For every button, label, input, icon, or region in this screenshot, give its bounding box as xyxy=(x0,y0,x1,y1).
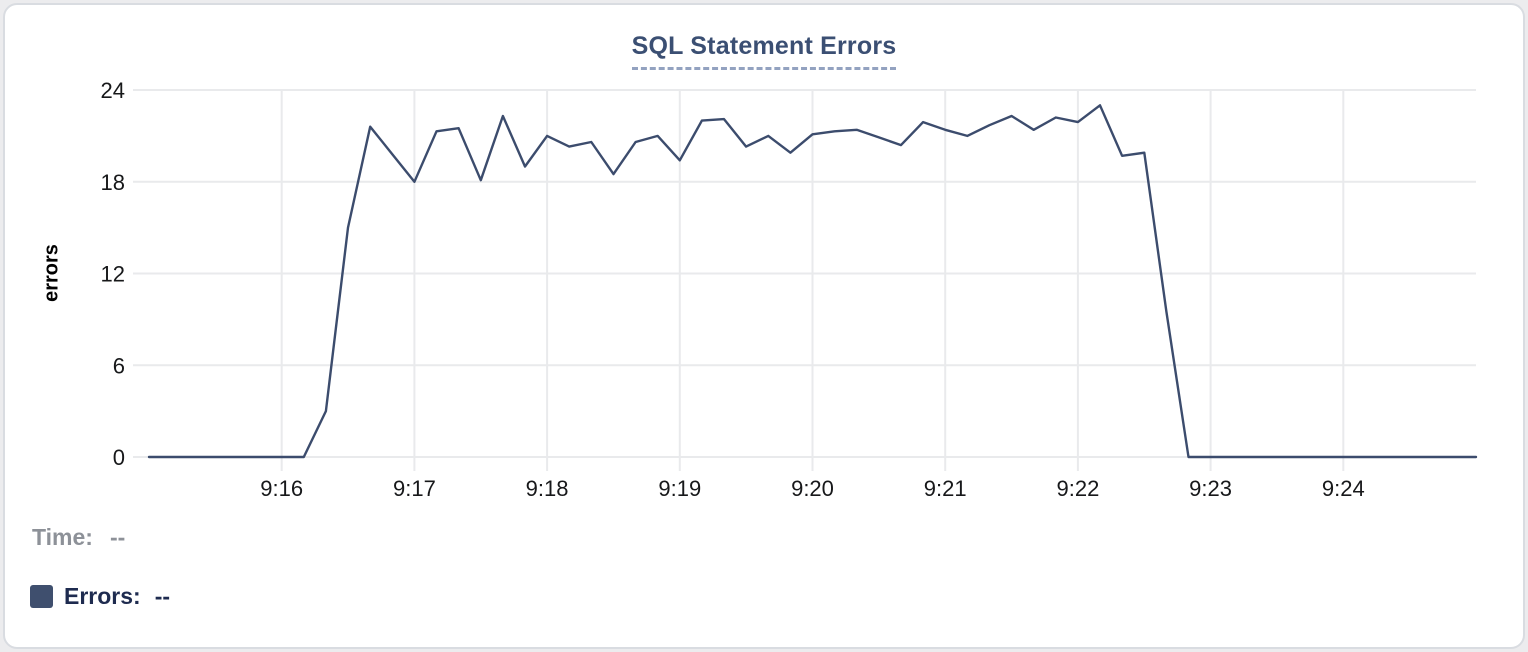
tooltip-time-row: Time: -- xyxy=(32,524,125,551)
tooltip-errors-value: -- xyxy=(154,583,171,609)
chart-header: SQL Statement Errors xyxy=(5,32,1523,70)
x-tick-label: 9:20 xyxy=(791,476,834,501)
chart-title[interactable]: SQL Statement Errors xyxy=(631,32,897,70)
errors-series-line xyxy=(147,104,1478,459)
y-tick-label: 12 xyxy=(101,262,125,287)
x-tick-label: 9:18 xyxy=(526,476,569,501)
x-tick-label: 9:23 xyxy=(1189,476,1232,501)
y-tick-label: 24 xyxy=(101,78,125,103)
errors-line-chart[interactable]: 0 6 12 18 24 9:16 9:17 9:18 9:19 9:20 9:21 9:22 9:23… xyxy=(5,5,1528,517)
tooltip-time-label: Time: xyxy=(32,524,93,550)
errors-series-swatch-icon xyxy=(30,585,53,608)
chart-card: SQL Statement Errors 0 6 12 18 24 9:16 9:17 9:1… xyxy=(3,3,1525,649)
x-tick-label: 9:17 xyxy=(393,476,436,501)
x-tick-label: 9:21 xyxy=(924,476,967,501)
x-tick-label: 9:16 xyxy=(260,476,303,501)
tooltip-time-value: -- xyxy=(109,524,126,550)
y-axis-label: errors xyxy=(40,244,63,302)
x-tick-label: 9:24 xyxy=(1322,476,1365,501)
y-tick-label: 6 xyxy=(113,353,125,378)
x-tick-label: 9:19 xyxy=(658,476,701,501)
tooltip-errors-row: Errors: -- xyxy=(30,583,170,610)
y-tick-label: 18 xyxy=(101,170,125,195)
tooltip-errors-label: Errors: xyxy=(64,583,141,609)
x-tick-label: 9:22 xyxy=(1056,476,1099,501)
y-tick-label: 0 xyxy=(113,445,125,470)
